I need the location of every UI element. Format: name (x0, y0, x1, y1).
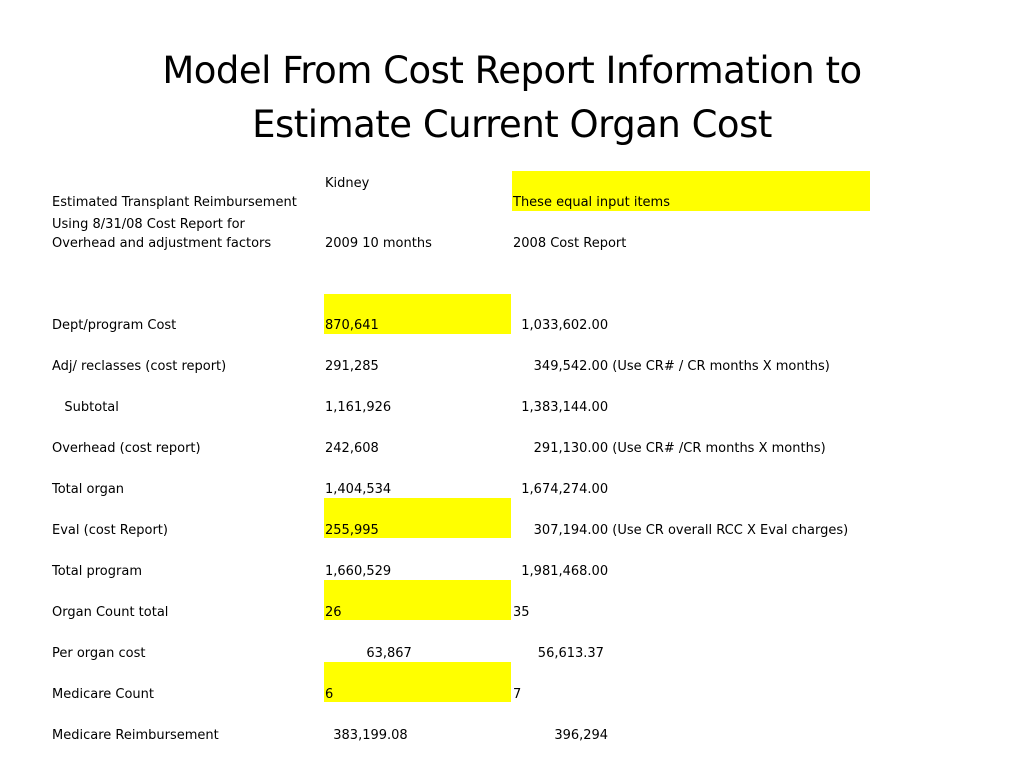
row-cost-report-value: 1,033,602.00 (513, 316, 608, 335)
row-current-value: 6 (325, 687, 334, 702)
highlight-input-legend (512, 171, 870, 211)
row-note: (Use CR overall RCC X Eval charges) (608, 523, 849, 538)
highlight-eval-cost (324, 498, 511, 538)
row-cost-report-amount: 396,294 (513, 728, 609, 743)
row-label: Organ Count total (52, 605, 169, 620)
row-current-value: 1,161,926 (325, 400, 392, 415)
row-cost-report-value: 35 (513, 603, 530, 622)
row-current-value: 255,995 (325, 523, 379, 538)
kidney-heading: Kidney (325, 176, 370, 191)
row-cost-report-value: 56,613.37 (513, 644, 604, 663)
row-cost-report-value: 307,194.00 (Use CR overall RCC X Eval ch… (513, 521, 849, 540)
row-cost-report-amount: 1,674,274.00 (513, 482, 609, 497)
row-label: Medicare Reimbursement (52, 728, 219, 743)
row-cost-report-value: 396,294 (513, 726, 608, 745)
row-current-value: 242,608 (325, 441, 379, 456)
row-label: Total program (52, 564, 142, 579)
row-label: Eval (cost Report) (52, 523, 168, 538)
row-label: Per organ cost (52, 646, 146, 661)
row-cost-report-amount: 1,033,602.00 (513, 318, 609, 333)
row-cost-report-value: 1,383,144.00 (513, 398, 608, 417)
slide-title-line-2: Estimate Current Organ Cost (252, 103, 772, 146)
row-cost-report-value: 291,130.00 (Use CR# /CR months X months) (513, 439, 826, 458)
row-current-value: 1,404,534 (325, 482, 392, 497)
row-note: (Use CR# /CR months X months) (608, 441, 826, 456)
row-label: Total organ (52, 482, 125, 497)
using-cost-report-label-1: Using 8/31/08 Cost Report for (52, 217, 245, 232)
row-label: Adj/ reclasses (cost report) (52, 359, 227, 374)
row-cost-report-amount: 349,542.00 (513, 359, 609, 374)
highlight-dept-cost (324, 294, 511, 334)
row-cost-report-amount: 1,383,144.00 (513, 400, 609, 415)
slide-title: Model From Cost Report Information to Es… (0, 44, 1024, 152)
input-items-note: These equal input items (513, 195, 670, 210)
row-label: Overhead (cost report) (52, 441, 201, 456)
row-cost-report-amount: 291,130.00 (513, 441, 609, 456)
row-cost-report-value: 7 (513, 685, 521, 704)
row-note: (Use CR# / CR months X months) (608, 359, 830, 374)
row-cost-report-value: 349,542.00 (Use CR# / CR months X months… (513, 357, 830, 376)
row-cost-report-amount: 56,613.37 (513, 646, 604, 661)
row-label: Dept/program Cost (52, 318, 177, 333)
row-current-value: 1,660,529 (325, 564, 392, 579)
current-period-heading: 2009 10 months (325, 236, 432, 251)
row-cost-report-amount: 307,194.00 (513, 523, 609, 538)
row-current-value: 870,641 (325, 318, 379, 333)
row-current-value: 291,285 (325, 359, 379, 374)
cost-report-heading: 2008 Cost Report (513, 236, 627, 251)
using-cost-report-label-2: Overhead and adjustment factors (52, 236, 272, 251)
row-cost-report-value: 1,674,274.00 (513, 480, 608, 499)
row-label: Medicare Count (52, 687, 154, 702)
row-current-value: 26 (325, 605, 342, 620)
reimbursement-label: Estimated Transplant Reimbursement (52, 195, 297, 210)
row-label: Subtotal (52, 400, 119, 415)
highlight-organ-count (324, 580, 511, 620)
row-cost-report-amount: 7 (513, 687, 522, 702)
row-current-value: 63,867 (325, 646, 412, 661)
row-cost-report-value: 1,981,468.00 (513, 562, 608, 581)
row-cost-report-amount: 35 (513, 605, 530, 620)
row-cost-report-amount: 1,981,468.00 (513, 564, 609, 579)
highlight-medicare-count (324, 662, 511, 702)
row-current-value: 383,199.08 (325, 728, 408, 743)
slide-title-line-1: Model From Cost Report Information to (162, 49, 862, 92)
